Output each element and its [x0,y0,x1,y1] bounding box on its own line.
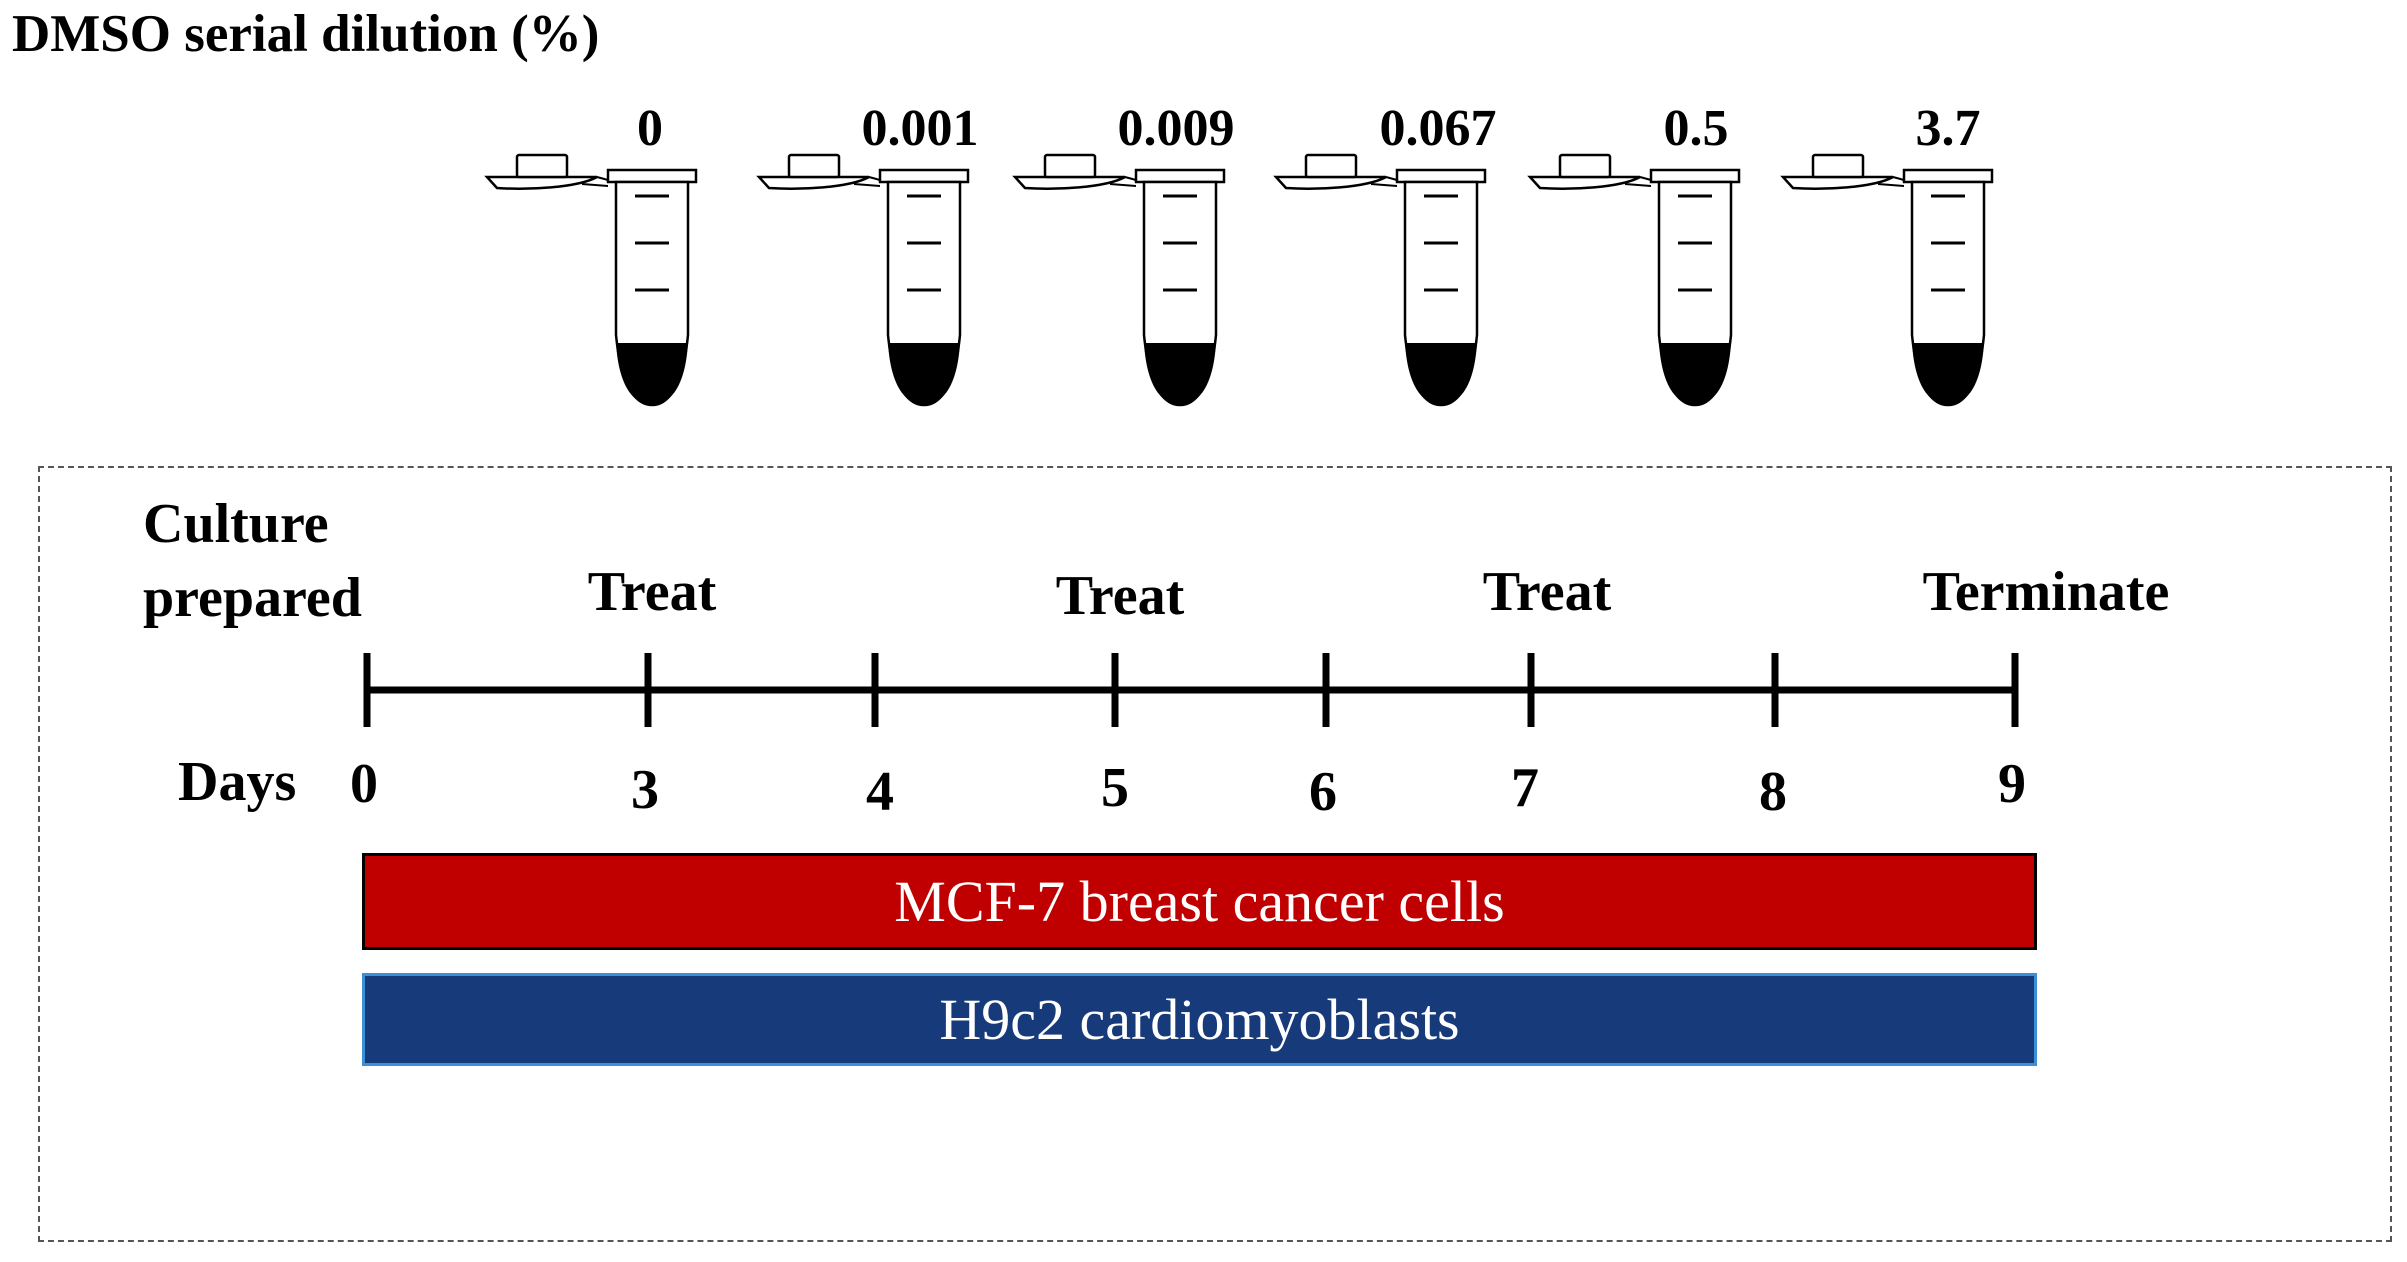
tube-cap-icon [1043,153,1097,179]
tube-lid-icon [484,175,598,190]
event-label-treat-day5: Treat [1055,565,1185,627]
tube-hinge-icon [853,176,881,187]
event-label-treat-day3: Treat [587,561,717,623]
tube-6 [1780,153,1994,407]
tube-lid-icon [1527,175,1641,190]
tube-liquid-icon [1405,343,1477,405]
tube-hinge-icon [1877,176,1905,187]
h9c2-culture-bar: H9c2 cardiomyoblasts [362,973,2037,1066]
tube-cap-icon [787,153,841,179]
tube-hinge-icon [581,176,609,187]
tube-5 [1527,153,1741,407]
tube-3 [1012,153,1226,407]
day-label-8: 8 [1759,761,1787,823]
tube-liquid-icon [888,343,960,405]
day-label-9: 9 [1998,753,2026,815]
tube-lid-icon [1012,175,1126,190]
tube-1 [484,153,698,407]
tube-label-6: 3.7 [1916,100,1981,157]
day-label-5: 5 [1101,757,1129,819]
day-label-0: 0 [350,753,378,815]
diagram-title: DMSO serial dilution (%) [12,5,600,63]
days-axis-label: Days [178,751,297,813]
tube-hinge-icon [1624,176,1652,187]
day-label-3: 3 [631,759,659,821]
tube-label-3: 0.009 [1118,100,1235,157]
tube-lid-icon [1273,175,1387,190]
event-label-terminate-day9: Terminate [1922,561,2170,623]
tube-cap-icon [1304,153,1358,179]
tube-2 [756,153,970,407]
day-label-7: 7 [1511,757,1539,819]
tube-hinge-icon [1370,176,1398,187]
day-label-4: 4 [866,761,894,823]
culture-prepared-label: Culture prepared [143,488,362,636]
tube-cap-icon [515,153,569,179]
tube-row: 0 0.001 0.009 0.067 0.5 3.7 [484,100,1994,407]
tube-liquid-icon [1912,343,1984,405]
event-label-treat-day7: Treat [1482,561,1612,623]
tube-liquid-icon [1659,343,1731,405]
mcf7-culture-bar: MCF-7 breast cancer cells [362,853,2037,950]
tube-label-4: 0.067 [1380,100,1497,157]
tube-label-2: 0.001 [862,100,979,157]
tube-lid-icon [1780,175,1894,190]
protocol-frame [38,466,2392,1242]
tube-liquid-icon [1144,343,1216,405]
tube-label-1: 0 [637,100,663,157]
tube-liquid-icon [616,343,688,405]
tube-label-5: 0.5 [1664,100,1729,157]
tube-lid-icon [756,175,870,190]
tube-hinge-icon [1109,176,1137,187]
tube-4 [1273,153,1487,407]
culture-label-line1: Culture [143,493,329,555]
day-label-6: 6 [1309,761,1337,823]
tube-cap-icon [1558,153,1612,179]
tube-cap-icon [1811,153,1865,179]
culture-label-line2: prepared [143,566,362,629]
